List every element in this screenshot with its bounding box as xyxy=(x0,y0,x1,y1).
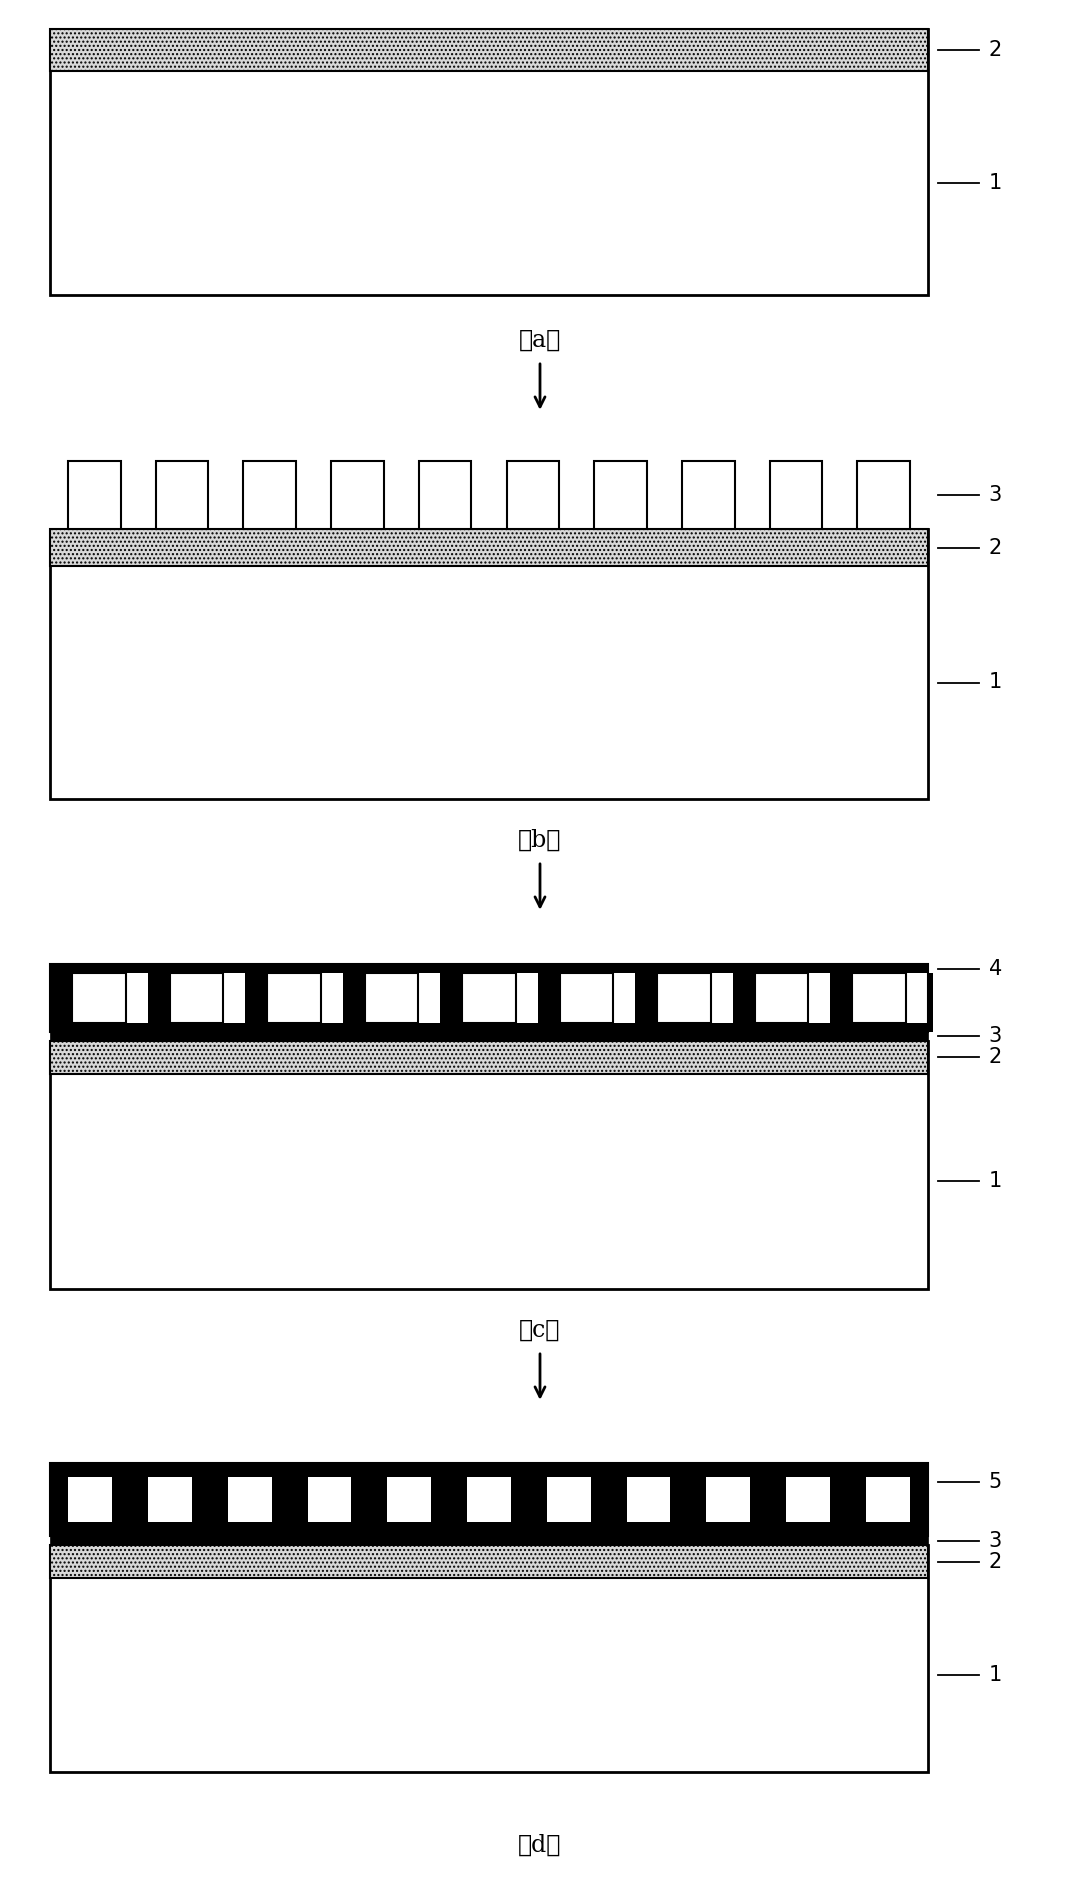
Bar xyxy=(507,461,559,529)
Text: 5: 5 xyxy=(989,1472,1002,1491)
Bar xyxy=(332,461,383,529)
Bar xyxy=(170,973,224,1022)
Bar xyxy=(51,973,72,1032)
Bar xyxy=(866,1478,909,1523)
Text: （c）: （c） xyxy=(519,1319,561,1342)
Text: 1: 1 xyxy=(989,1171,1002,1192)
Bar xyxy=(51,1464,928,1537)
Bar xyxy=(156,461,208,529)
Text: 3: 3 xyxy=(989,1026,1002,1047)
Bar xyxy=(243,461,296,529)
Bar xyxy=(148,973,170,1032)
Bar xyxy=(267,973,321,1022)
Bar xyxy=(852,973,906,1022)
Bar xyxy=(538,973,559,1032)
Bar xyxy=(441,973,462,1032)
Text: 4: 4 xyxy=(989,960,1002,979)
Text: 2: 2 xyxy=(989,1552,1002,1573)
Bar xyxy=(51,1537,928,1546)
Bar xyxy=(51,29,928,72)
Bar xyxy=(928,973,933,1032)
Bar xyxy=(245,973,267,1032)
Text: 2: 2 xyxy=(989,537,1002,558)
Bar xyxy=(770,461,822,529)
Text: （b）: （b） xyxy=(518,828,562,851)
Text: 3: 3 xyxy=(989,486,1002,505)
Bar xyxy=(72,973,126,1022)
Bar xyxy=(148,1478,192,1523)
Text: 2: 2 xyxy=(989,1047,1002,1068)
Bar xyxy=(308,1478,351,1523)
Bar xyxy=(467,1478,511,1523)
Bar xyxy=(228,1478,272,1523)
Text: 2: 2 xyxy=(989,40,1002,61)
Bar xyxy=(51,1032,928,1041)
Bar xyxy=(51,1546,928,1578)
Bar xyxy=(68,461,121,529)
Bar xyxy=(594,461,647,529)
Text: 3: 3 xyxy=(989,1531,1002,1552)
Bar xyxy=(559,973,613,1022)
Bar xyxy=(51,963,928,973)
Bar xyxy=(51,963,928,1032)
Text: 1: 1 xyxy=(989,1664,1002,1685)
Bar xyxy=(388,1478,431,1523)
Bar xyxy=(51,29,928,295)
Bar xyxy=(626,1478,671,1523)
Bar xyxy=(51,1022,928,1032)
Bar xyxy=(706,1478,751,1523)
Bar xyxy=(831,973,852,1032)
Bar xyxy=(68,1478,112,1523)
Text: 1: 1 xyxy=(989,173,1002,192)
Bar xyxy=(635,973,657,1032)
Bar xyxy=(365,973,418,1022)
Bar xyxy=(657,973,711,1022)
Text: （d）: （d） xyxy=(518,1834,562,1856)
Bar xyxy=(681,461,734,529)
Bar xyxy=(419,461,472,529)
Bar xyxy=(786,1478,829,1523)
Bar xyxy=(51,1041,928,1289)
Bar xyxy=(342,973,365,1032)
Bar xyxy=(755,973,808,1022)
Text: （a）: （a） xyxy=(518,329,562,352)
Bar xyxy=(546,1478,591,1523)
Bar xyxy=(51,1041,928,1074)
Bar xyxy=(51,1546,928,1773)
Bar xyxy=(462,973,516,1022)
Bar xyxy=(51,529,928,800)
Text: 1: 1 xyxy=(989,672,1002,693)
Bar xyxy=(858,461,910,529)
Bar xyxy=(732,973,755,1032)
Bar xyxy=(51,529,928,565)
